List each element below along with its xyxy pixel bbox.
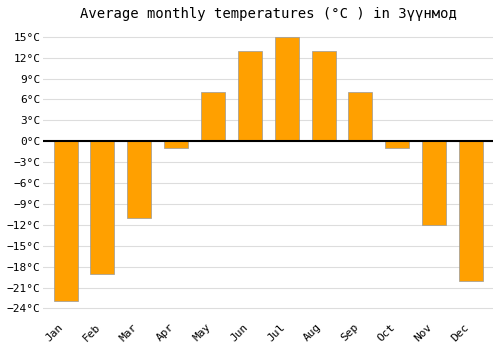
Title: Average monthly temperatures (°C ) in Зүүнмод: Average monthly temperatures (°C ) in Зү… (80, 7, 456, 21)
Bar (201, 92, 225, 141)
Bar (312, 51, 336, 141)
Bar (164, 141, 188, 148)
Bar (422, 141, 446, 225)
Bar (128, 141, 152, 218)
Bar (238, 51, 262, 141)
Bar (459, 141, 483, 281)
Bar (54, 141, 78, 301)
Bar (90, 141, 114, 274)
Bar (386, 141, 409, 148)
Bar (348, 92, 372, 141)
Bar (274, 37, 298, 141)
